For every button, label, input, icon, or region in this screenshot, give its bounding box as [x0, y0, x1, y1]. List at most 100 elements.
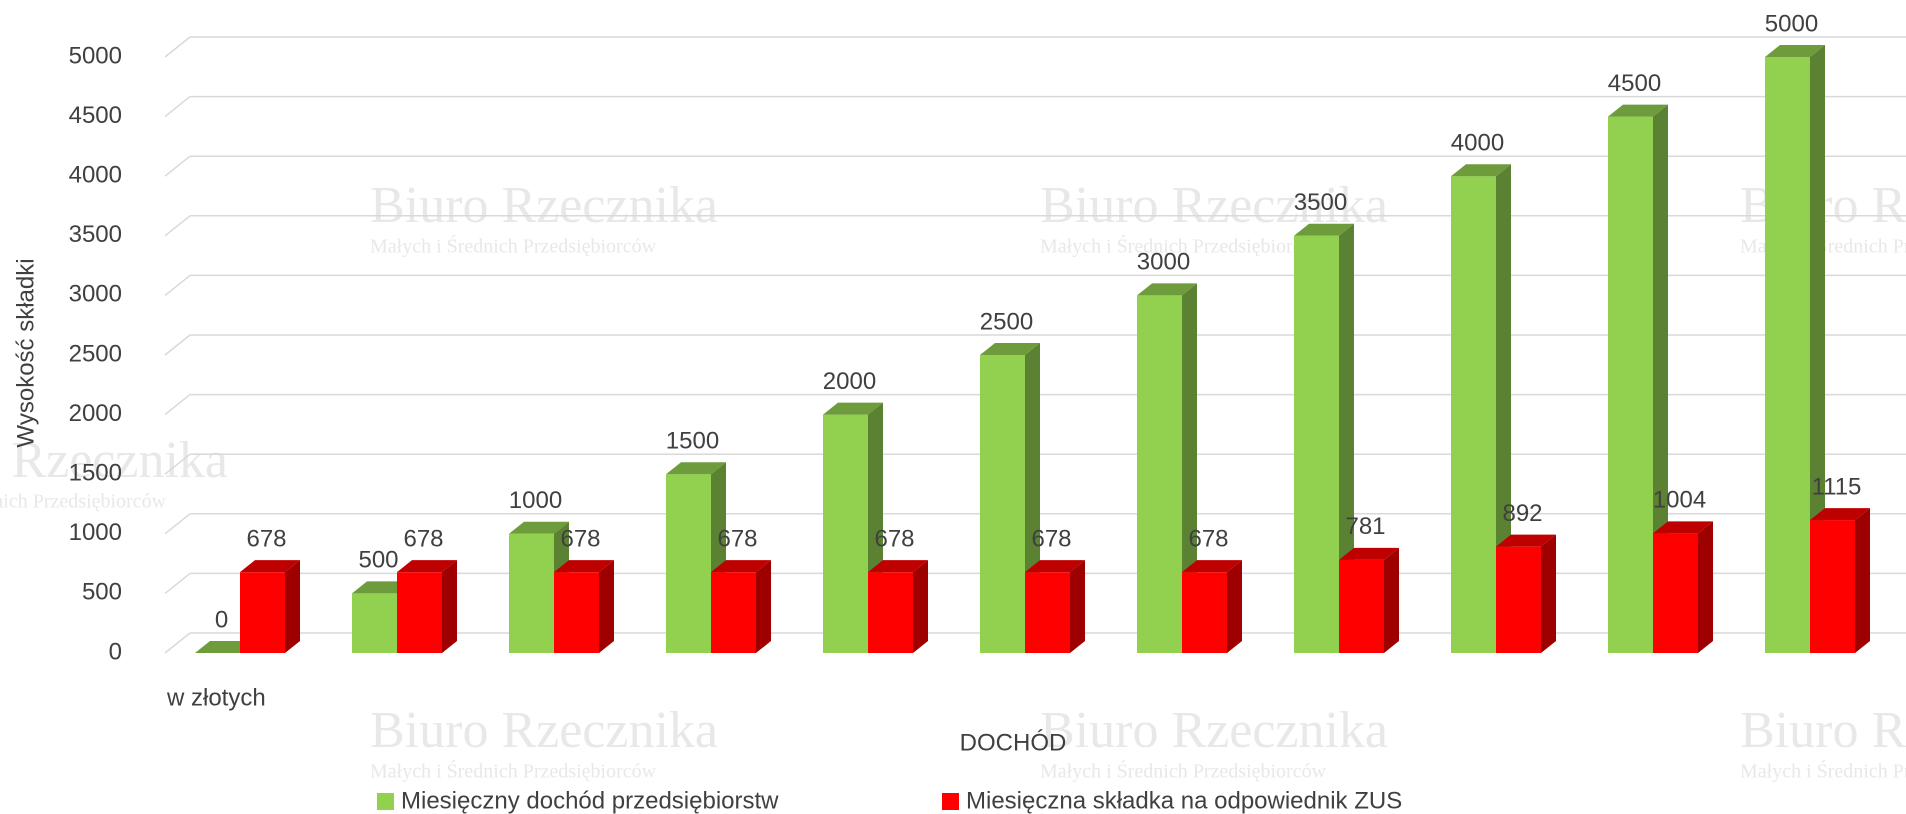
bar-side — [1070, 560, 1085, 653]
bar-side — [285, 560, 300, 653]
bar-side — [442, 560, 457, 653]
value-label: 678 — [1031, 526, 1071, 553]
y-tick-label: 2000 — [69, 400, 122, 427]
value-label: 1500 — [666, 428, 719, 455]
value-label: 678 — [1188, 526, 1228, 553]
watermark-subtitle: Małych i Średnich Przedsiębiorców — [370, 759, 657, 783]
bar — [868, 560, 928, 653]
value-label: 1115 — [1812, 473, 1862, 500]
value-label: 678 — [874, 526, 914, 553]
value-label: 781 — [1345, 513, 1385, 540]
bar-front — [352, 593, 397, 653]
grid-line — [165, 395, 190, 415]
bar-side — [1227, 560, 1242, 653]
bar-side — [756, 560, 771, 653]
watermark-title: Biuro Rzecznika — [1040, 702, 1388, 759]
watermark-subtitle: Małych i Średnich Przedsiębiorców — [1740, 759, 1906, 783]
grid-line — [165, 275, 190, 295]
value-label: 678 — [403, 526, 443, 553]
value-label: 2000 — [823, 368, 876, 395]
bar-side — [913, 560, 928, 653]
value-label: 678 — [560, 526, 600, 553]
y-axis-title: Wysokość składki — [12, 258, 39, 447]
bar-front — [980, 355, 1025, 653]
y-tick-label: 500 — [82, 579, 122, 606]
bar-side — [1698, 521, 1713, 653]
bar-front — [1025, 572, 1070, 653]
value-label: 892 — [1502, 500, 1542, 527]
y-tick-label: 2500 — [69, 340, 122, 367]
value-label: 500 — [358, 547, 398, 574]
value-label: 4000 — [1451, 130, 1504, 157]
bar-front — [509, 534, 554, 653]
bar-front — [1496, 547, 1541, 653]
bar — [1496, 535, 1556, 653]
bar — [711, 560, 771, 653]
bar-side — [599, 560, 614, 653]
chart: Biuro RzecznikaMałych i Średnich Przedsi… — [0, 0, 1906, 814]
bar-front — [1182, 572, 1227, 653]
bar-side — [1541, 535, 1556, 653]
bar-front — [1765, 57, 1810, 653]
bar-front — [1810, 520, 1855, 653]
bar-front — [868, 572, 913, 653]
grid-line — [165, 573, 190, 593]
y-tick-label: 1000 — [69, 519, 122, 546]
bar-side — [1855, 508, 1870, 653]
bar-front — [554, 572, 599, 653]
bar-front — [1653, 533, 1698, 653]
grid-line — [165, 97, 190, 117]
bar — [1025, 560, 1085, 653]
bar — [397, 560, 457, 653]
bar — [1339, 548, 1399, 653]
y-tick-label: 3000 — [69, 281, 122, 308]
value-label: 4500 — [1608, 70, 1661, 97]
grid-line — [165, 633, 190, 653]
bar-front — [1451, 176, 1496, 653]
bar-front — [240, 572, 285, 653]
value-label: 678 — [717, 526, 757, 553]
y-tick-label: 0 — [109, 638, 122, 665]
legend-label: Miesięczny dochód przedsiębiorstw — [401, 787, 779, 814]
bar — [1810, 508, 1870, 653]
bar-front — [1608, 117, 1653, 653]
y-tick-label: 3500 — [69, 221, 122, 248]
watermark-subtitle: Małych i Średnich Przedsiębiorców — [1040, 759, 1327, 783]
value-label: 1000 — [509, 487, 562, 514]
y-tick-label: 1500 — [69, 460, 122, 487]
unit-note: w złotych — [166, 684, 266, 711]
grid-line — [165, 335, 190, 355]
legend-swatch — [377, 793, 394, 810]
bar-front — [711, 572, 756, 653]
legend-label: Miesięczna składka na odpowiednik ZUS — [966, 787, 1402, 814]
legend-swatch — [942, 793, 959, 810]
bar-front — [666, 474, 711, 653]
bar — [1653, 521, 1713, 653]
grid-line — [165, 37, 190, 57]
bar-side — [1384, 548, 1399, 653]
watermark-title: Biuro Rzecznika — [370, 702, 718, 759]
value-label: 2500 — [980, 308, 1033, 335]
value-label: 5000 — [1765, 10, 1818, 37]
watermark-title: Biuro Rzecznika — [370, 177, 718, 234]
watermark-title: Biuro Rzecznika — [1740, 702, 1906, 759]
grid-line — [165, 514, 190, 534]
bar-front — [1339, 560, 1384, 653]
bar-front — [823, 415, 868, 653]
x-axis-title: DOCHÓD — [960, 729, 1067, 756]
value-label: 3500 — [1294, 189, 1347, 216]
bar — [1182, 560, 1242, 653]
watermark-subtitle: Małych i Średnich Przedsiębiorców — [0, 489, 167, 513]
value-label: 3000 — [1137, 249, 1190, 276]
y-tick-label: 5000 — [69, 42, 122, 69]
bar-front — [397, 572, 442, 653]
bar — [554, 560, 614, 653]
value-label: 1004 — [1653, 487, 1706, 514]
bar-front — [1137, 295, 1182, 653]
y-tick-label: 4500 — [69, 102, 122, 129]
y-tick-label: 4000 — [69, 162, 122, 189]
bar — [240, 560, 300, 653]
grid-line — [165, 216, 190, 236]
bar-front — [1294, 236, 1339, 653]
value-label: 0 — [215, 606, 228, 633]
